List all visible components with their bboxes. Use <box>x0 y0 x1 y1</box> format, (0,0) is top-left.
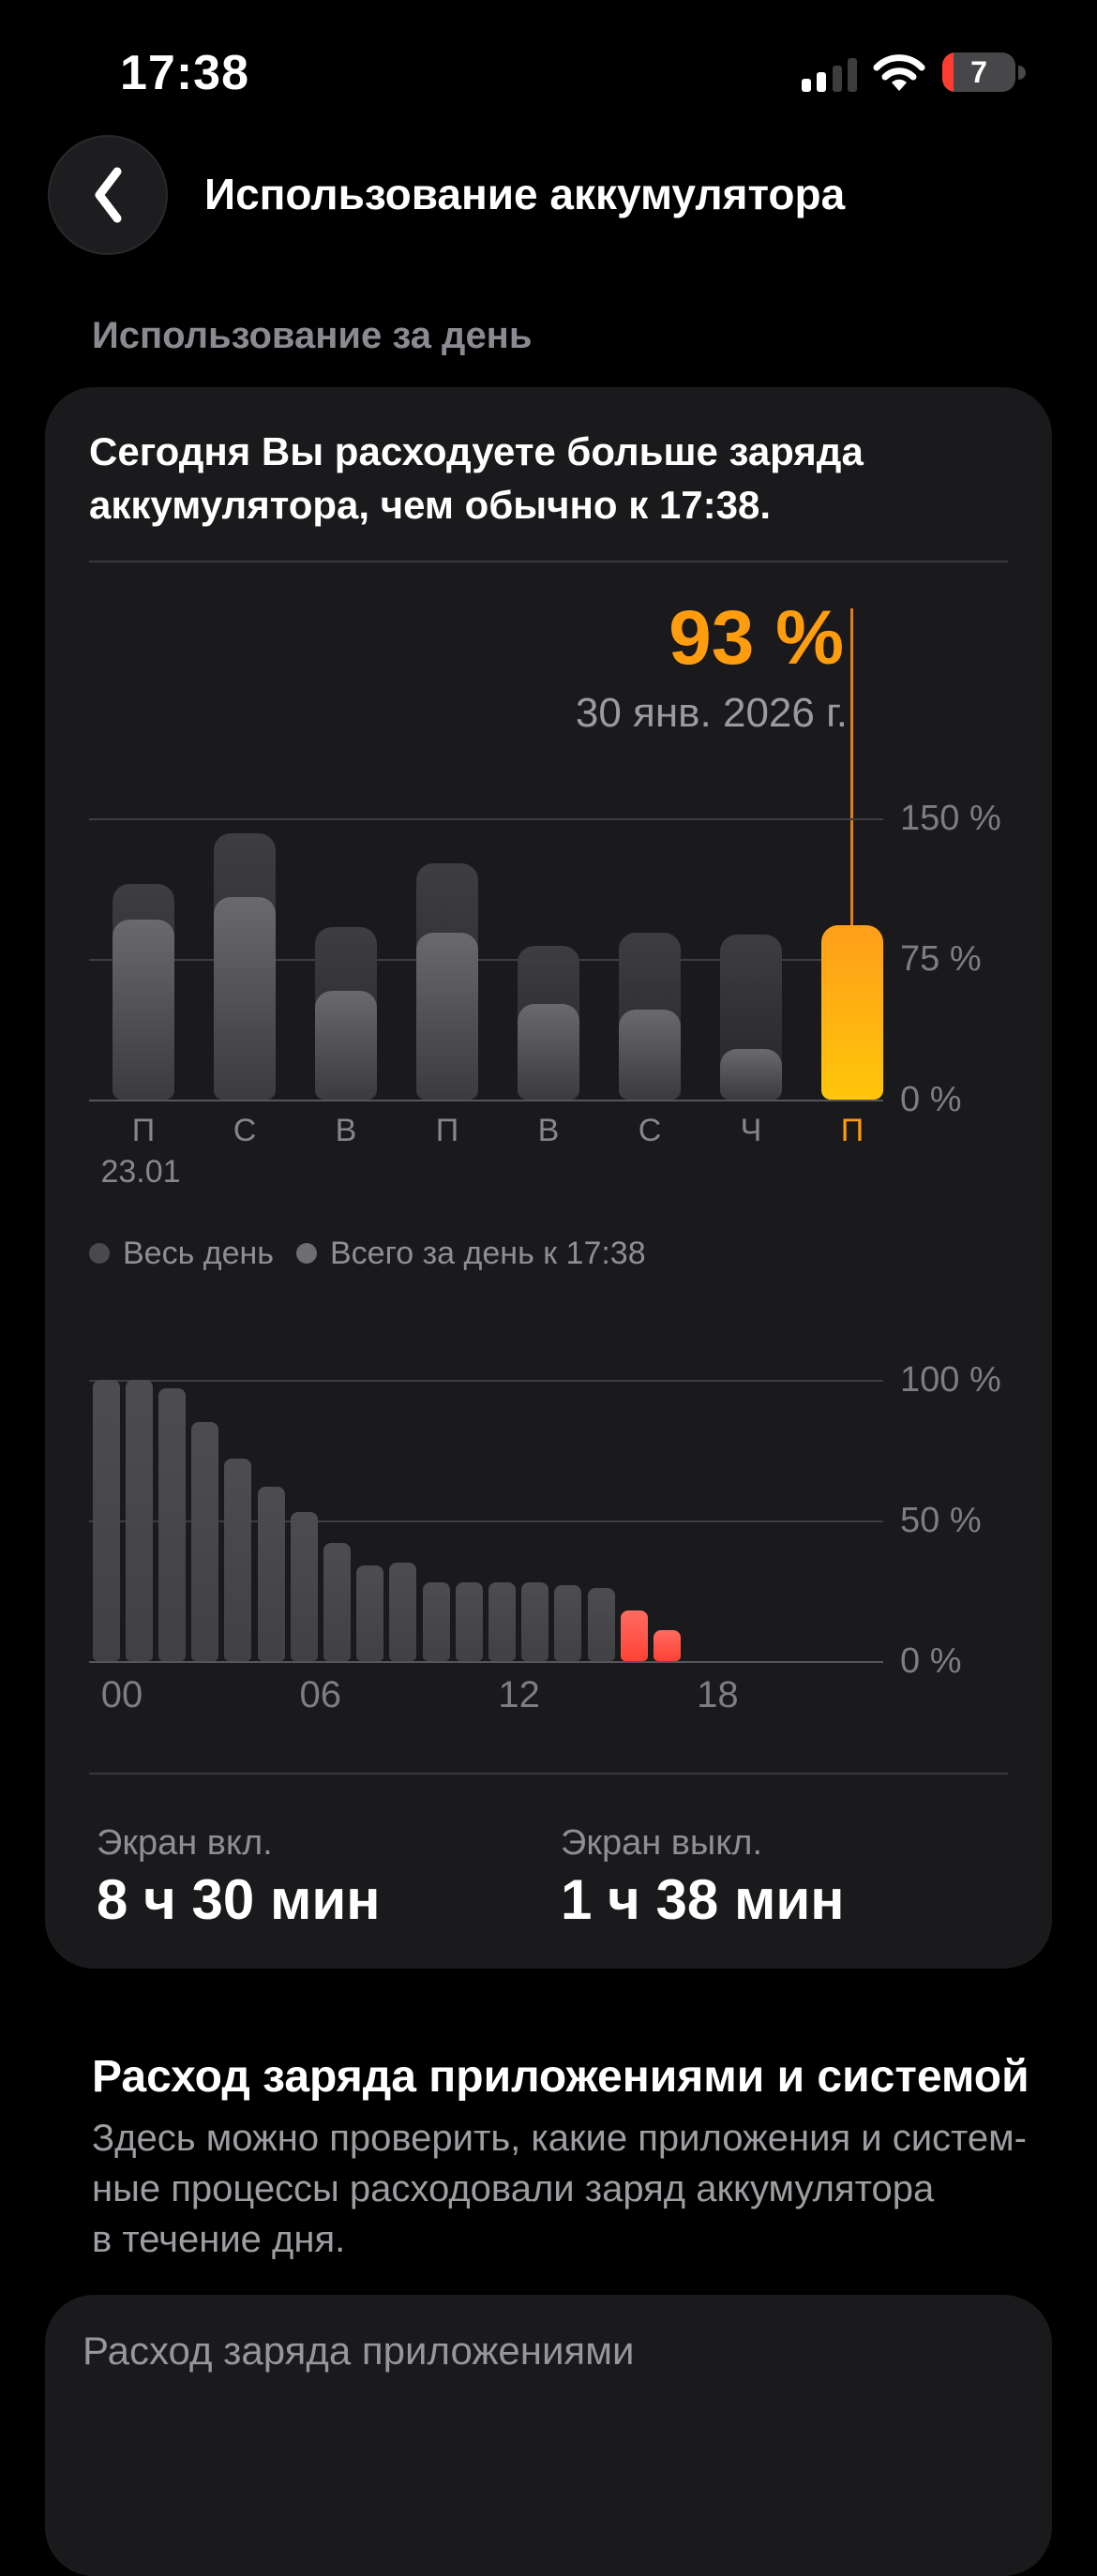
hour-bar <box>488 1582 516 1661</box>
hour-bar <box>224 1459 252 1661</box>
selected-day-date: 30 янв. 2026 г. <box>575 690 848 736</box>
usage-summary-text: Сегодня Вы расходуете больше заряда акку… <box>89 429 864 527</box>
hour-bar <box>323 1543 351 1661</box>
gridline <box>89 1520 883 1522</box>
legend-dot-so-far <box>296 1243 317 1264</box>
day-bar-partial[interactable] <box>619 1010 681 1100</box>
legend-item-full-day: Весь день <box>89 1236 274 1272</box>
hour-bar <box>554 1585 582 1661</box>
day-bar-partial[interactable] <box>720 1049 782 1100</box>
day-label: С <box>638 1113 662 1148</box>
screen-on-value: 8 ч 30 мин <box>97 1868 381 1931</box>
status-time: 17:38 <box>120 46 249 100</box>
hour-bar <box>389 1563 417 1661</box>
hour-bar-low-battery <box>620 1610 648 1661</box>
hour-bar-low-battery <box>653 1630 681 1661</box>
day-label: П <box>131 1113 156 1148</box>
apps-card-title: Расход заряда приложениями <box>83 2329 635 2373</box>
y-axis-label: 100 % <box>900 1360 1001 1400</box>
screen-on-label: Экран вкл. <box>97 1823 273 1863</box>
screen-off-label: Экран выкл. <box>561 1823 763 1863</box>
day-label: В <box>537 1113 560 1148</box>
apps-section-description: Здесь можно проверить, какие приложения … <box>92 2118 1027 2260</box>
gridline <box>89 818 883 820</box>
divider <box>89 1773 1008 1775</box>
battery-cap <box>1018 66 1026 80</box>
day-label: В <box>335 1113 357 1148</box>
y-axis-label: 150 % <box>900 799 1001 838</box>
chart-legend: Весь день Всего за день к 17:38 <box>89 1231 646 1276</box>
day-bar-partial[interactable] <box>518 1004 579 1100</box>
hour-bar <box>92 1380 120 1661</box>
y-axis-label: 50 % <box>900 1501 982 1540</box>
hour-bar <box>125 1380 153 1661</box>
hour-axis-label: 18 <box>697 1674 739 1715</box>
gridline <box>89 1100 883 1101</box>
hour-bar <box>587 1588 615 1661</box>
page-title: Использование аккумулятора <box>204 170 846 218</box>
battery-percentage: 7 <box>970 54 987 89</box>
hour-bar <box>191 1422 219 1661</box>
hour-bar <box>290 1512 318 1661</box>
divider <box>89 561 1008 562</box>
y-axis-label: 0 % <box>900 1080 962 1119</box>
apps-section-title: Расход заряда приложениями и системой <box>92 2052 1029 2102</box>
wifi-icon <box>872 53 926 97</box>
hour-bar <box>422 1582 450 1661</box>
day-label: С <box>233 1113 257 1148</box>
back-button[interactable] <box>48 135 168 255</box>
battery-level-fill <box>942 52 954 92</box>
legend-label-so-far: Всего за день к 17:38 <box>330 1235 646 1271</box>
day-bar-partial[interactable] <box>214 897 276 1100</box>
daily-usage-card: Сегодня Вы расходуете больше заряда акку… <box>45 387 1052 1969</box>
gridline <box>89 1661 883 1663</box>
chevron-left-icon <box>95 167 122 223</box>
day-label: Ч <box>740 1113 762 1148</box>
legend-dot-full-day <box>89 1243 110 1264</box>
selected-day-bar[interactable] <box>821 925 883 1100</box>
legend-item-so-far: Всего за день к 17:38 <box>296 1236 646 1272</box>
screen-off-value: 1 ч 38 мин <box>561 1868 845 1931</box>
cellular-signal-icon <box>802 56 862 92</box>
apps-usage-card[interactable]: Расход заряда приложениями <box>45 2295 1052 2576</box>
y-axis-label: 0 % <box>900 1641 962 1681</box>
battery-status-icon: 7 <box>942 52 1015 92</box>
day-label: П <box>840 1113 864 1148</box>
hour-axis-label: 06 <box>299 1674 342 1715</box>
hour-bar <box>356 1565 384 1661</box>
legend-label-full-day: Весь день <box>123 1235 274 1271</box>
day-label: П <box>435 1113 459 1148</box>
selected-day-value: 93 % <box>669 595 844 681</box>
gridline <box>89 959 883 961</box>
day-bar-partial[interactable] <box>416 933 478 1100</box>
day-bar-partial[interactable] <box>113 920 174 1100</box>
selected-day-indicator-line <box>850 608 853 926</box>
daily-usage-section-label: Использование за день <box>92 315 533 356</box>
gridline <box>89 1380 883 1382</box>
hour-axis-label: 12 <box>498 1674 540 1715</box>
hour-bar <box>521 1582 549 1661</box>
hour-bar <box>158 1388 186 1661</box>
hour-axis-label: 00 <box>100 1674 143 1715</box>
day-bar-partial[interactable] <box>315 991 377 1100</box>
hour-bar <box>455 1582 483 1661</box>
hour-bar <box>257 1487 285 1661</box>
y-axis-label: 75 % <box>900 939 982 979</box>
first-day-date-label: 23.01 <box>100 1154 181 1190</box>
